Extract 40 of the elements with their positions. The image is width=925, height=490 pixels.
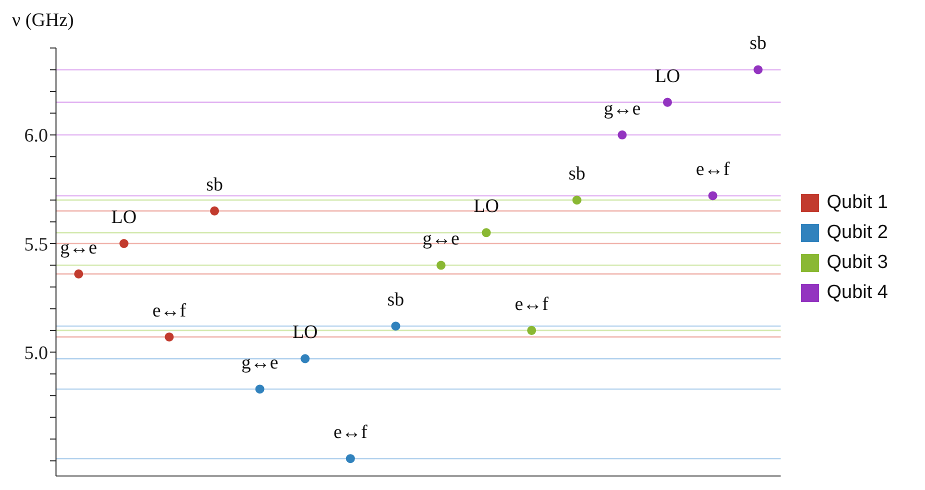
data-label: sb — [568, 164, 586, 185]
legend-label: Qubit 2 — [826, 222, 888, 243]
data-label: sb — [206, 174, 223, 196]
y-tick-label: 6.0 — [24, 126, 48, 147]
point — [754, 65, 763, 74]
legend-label: Qubit 1 — [826, 192, 888, 213]
point — [164, 332, 174, 342]
y-tick-label: 5.0 — [24, 342, 48, 364]
data-label: e↔f — [514, 294, 550, 315]
point — [572, 196, 582, 205]
data-label: LO — [111, 207, 137, 228]
data-label: g↔e — [241, 352, 278, 374]
point — [255, 384, 264, 394]
data-label: e↔f — [696, 159, 730, 180]
data-label: sb — [387, 290, 404, 311]
point — [527, 326, 536, 335]
y-axis-title: ν (GHz) — [12, 10, 74, 32]
data-label: LO — [654, 66, 680, 87]
data-label: g↔e — [604, 98, 641, 120]
data-label: LO — [474, 196, 499, 218]
data-label: e↔f — [152, 300, 187, 322]
point — [346, 454, 355, 464]
point — [300, 354, 310, 364]
data-label: LO — [292, 322, 318, 344]
legend-label: Qubit 4 — [826, 282, 888, 303]
point — [482, 228, 491, 238]
data-label: g↔e — [422, 228, 460, 250]
point — [391, 322, 400, 331]
y-tick-label: 5.5 — [24, 234, 48, 256]
data-label: e↔f — [334, 422, 368, 444]
legend-label: Qubit 3 — [826, 252, 888, 273]
point — [708, 191, 718, 200]
data-label: g↔e — [60, 237, 98, 258]
point — [436, 260, 446, 270]
point — [119, 239, 128, 248]
data-label: sb — [750, 33, 767, 54]
point — [74, 269, 84, 278]
point — [618, 130, 627, 140]
point — [662, 98, 672, 107]
point — [210, 206, 220, 216]
